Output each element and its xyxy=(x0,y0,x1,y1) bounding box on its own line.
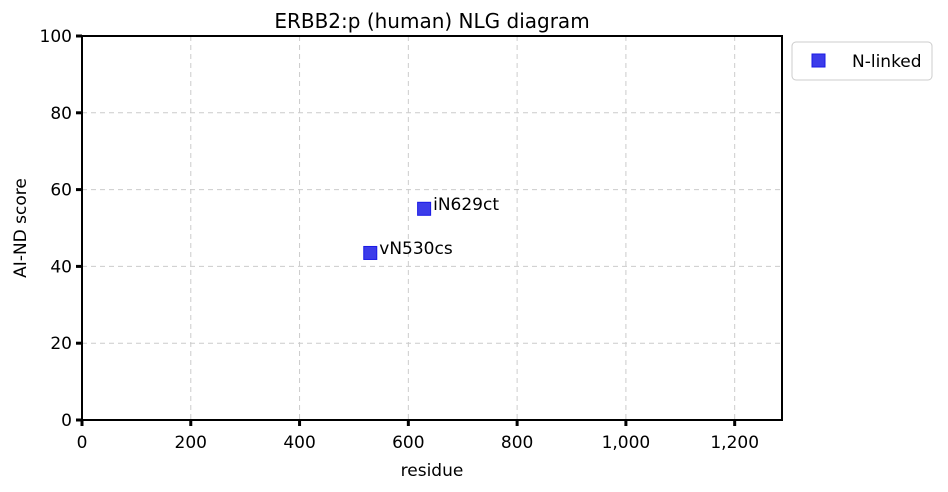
x-axis-title: residue xyxy=(401,461,464,481)
chart-title: ERBB2:p (human) NLG diagram xyxy=(274,9,589,33)
legend-marker xyxy=(811,53,826,68)
y-tick-label: 20 xyxy=(50,334,72,354)
y-tick-label: 80 xyxy=(50,104,72,124)
y-tick-label: 100 xyxy=(40,27,72,47)
data-points: vN530cs iN629ct xyxy=(363,195,499,260)
y-tick-label: 60 xyxy=(50,181,72,201)
plot-frame xyxy=(81,35,783,421)
x-tick-label: 600 xyxy=(392,433,424,453)
legend: N-linked xyxy=(791,41,933,81)
x-tick-label: 800 xyxy=(501,433,533,453)
x-tick-label: 200 xyxy=(175,433,207,453)
x-tick-label: 1,000 xyxy=(602,433,651,453)
y-axis: 0 20 40 60 80 100 xyxy=(40,27,82,431)
x-axis: 0 200 400 600 800 1,000 1,200 xyxy=(77,420,759,453)
y-axis-title: AI-ND score xyxy=(11,178,31,278)
data-point xyxy=(363,245,378,260)
y-tick-label: 0 xyxy=(61,411,72,431)
x-tick-label: 1,200 xyxy=(710,433,759,453)
data-point xyxy=(417,201,432,216)
grid-lines xyxy=(82,36,782,420)
point-label: iN629ct xyxy=(433,195,499,215)
point-label: vN530cs xyxy=(379,239,453,259)
legend-box xyxy=(791,41,933,81)
x-tick-label: 0 xyxy=(77,433,88,453)
x-tick-label: 400 xyxy=(283,433,315,453)
legend-label: N-linked xyxy=(852,52,922,72)
y-tick-label: 40 xyxy=(50,257,72,277)
